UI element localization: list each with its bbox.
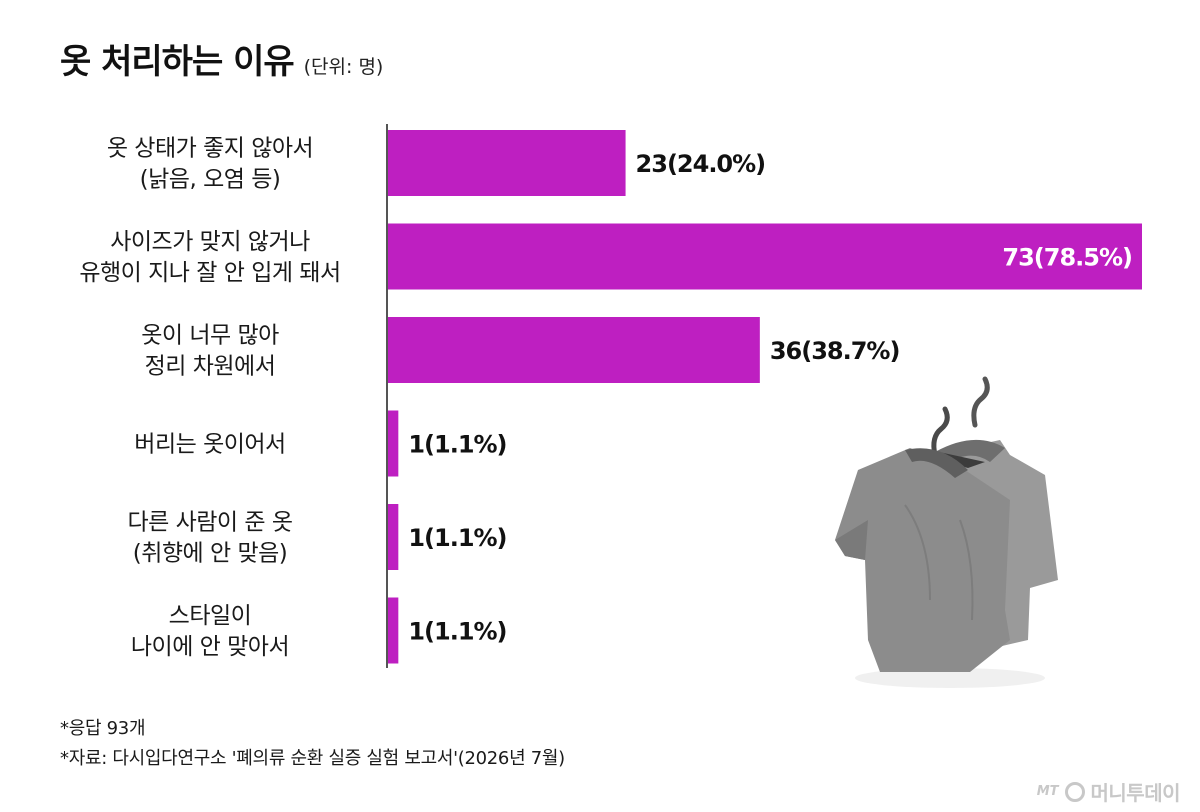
bar-4 <box>388 504 399 570</box>
bar-2 <box>388 317 760 383</box>
category-label-5-0: 스타일이 <box>169 603 252 629</box>
bar-3 <box>388 410 399 477</box>
value-label-0: 23(24.0%) <box>636 150 766 178</box>
title-row: 옷 처리하는 이유 (단위: 명) <box>60 34 383 83</box>
category-label-4-0: 다른 사람이 준 옷 <box>127 510 292 536</box>
brand-mt: MT <box>1036 784 1059 799</box>
brand-logo: MT 머니투데이 <box>1036 777 1181 806</box>
brand-name: 머니투데이 <box>1090 781 1181 805</box>
chart-unit: (단위: 명) <box>303 56 384 78</box>
category-label-5-1: 나이에 안 맞아서 <box>131 634 289 660</box>
chart-title: 옷 처리하는 이유 <box>60 42 295 82</box>
category-label-3-0: 버리는 옷이어서 <box>134 432 285 458</box>
value-label-1: 73(78.5%) <box>1002 244 1132 272</box>
footer-note: *응답 93개 <box>60 718 146 739</box>
brand-mark-icon <box>1064 781 1085 802</box>
category-label-2-0: 옷이 너무 많아 <box>141 323 279 349</box>
footer-source: *자료: 다시입다연구소 '폐의류 순환 실증 실험 보고서'(2026년 7월… <box>60 748 565 769</box>
value-label-2: 36(38.7%) <box>770 337 900 365</box>
bar-1 <box>388 223 1142 290</box>
category-label-1-1: 유행이 지나 잘 안 입게 돼서 <box>79 260 340 286</box>
category-label-1-0: 사이즈가 맞지 않거나 <box>110 229 310 255</box>
bar-5 <box>388 597 399 664</box>
value-label-3: 1(1.1%) <box>408 431 506 459</box>
value-label-5: 1(1.1%) <box>408 618 506 646</box>
hanging-shirts-icon <box>835 376 1058 688</box>
category-label-2-1: 정리 차원에서 <box>145 354 276 380</box>
category-label-4-1: (취향에 안 맞음) <box>133 541 288 567</box>
category-label-0-0: 옷 상태가 좋지 않아서 <box>107 136 313 162</box>
category-label-0-1: (낡음, 오염 등) <box>140 167 281 193</box>
bar-0 <box>388 130 626 196</box>
value-label-4: 1(1.1%) <box>408 524 506 552</box>
